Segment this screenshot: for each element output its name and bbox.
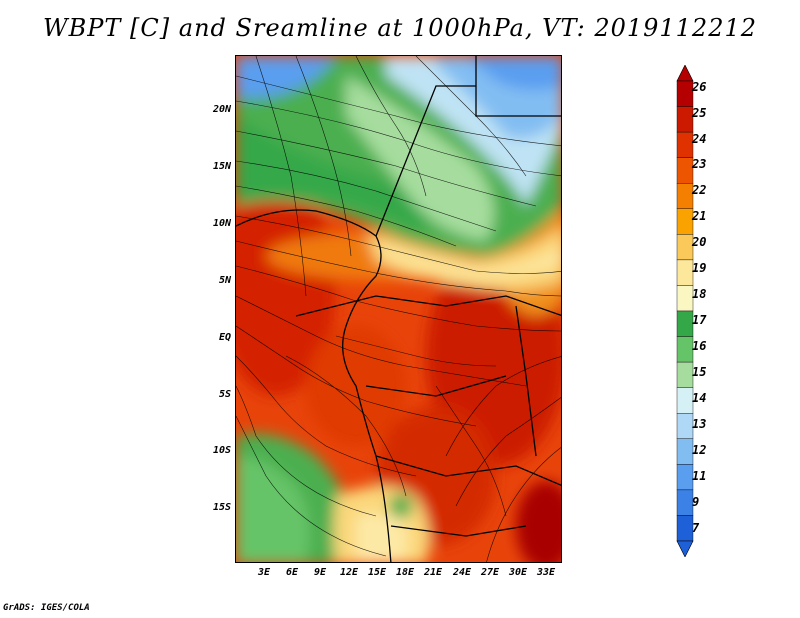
colorbar-label: 25 [692, 106, 707, 120]
colorbar-segment [676, 489, 694, 516]
lat-label: 20N [212, 104, 231, 115]
colorbar-label: 24 [692, 132, 707, 146]
colorbar-label: 15 [692, 365, 707, 379]
colorbar-segment [676, 413, 694, 439]
colorbar-label: 18 [692, 287, 707, 301]
lat-label: EQ [218, 332, 231, 343]
colorbar-label: 17 [692, 313, 707, 327]
lat-label: 15N [212, 161, 231, 172]
colorbar-segment [676, 106, 694, 133]
country-borders [236, 56, 561, 562]
lat-label: 5N [218, 275, 231, 286]
lon-label: 24E [452, 567, 472, 578]
colorbar-segment [676, 208, 694, 235]
colorbar-label: 9 [692, 495, 700, 509]
streamlines [236, 56, 561, 562]
colorbar-segment [676, 234, 694, 261]
colorbar-segment [676, 515, 694, 542]
colorbar-segment [676, 438, 694, 465]
map-title: WBPT [C] and Sreamline at 1000hPa, VT: 2… [42, 14, 758, 42]
colorbar-segment [676, 285, 694, 312]
colorbar-segment [676, 310, 694, 337]
colorbar-label: 16 [692, 339, 707, 353]
lat-label: 10S [212, 445, 231, 456]
wbpt-field-map [236, 56, 561, 562]
colorbar-segment [676, 80, 694, 107]
lon-label: 9E [313, 567, 327, 578]
colorbar-bottom-arrow [676, 540, 694, 557]
wbpt-shading [236, 56, 561, 562]
colorbar-segment [676, 157, 694, 184]
map-panel [235, 55, 562, 563]
credit-text: GrADS: IGES/COLA [3, 603, 90, 613]
colorbar-label: 12 [692, 443, 707, 457]
lon-label: 12E [339, 567, 359, 578]
lon-label: 3E [257, 567, 271, 578]
colorbar-label: 21 [692, 209, 707, 223]
lon-label: 15E [367, 567, 387, 578]
colorbar-label: 13 [692, 417, 707, 431]
colorbar-label: 14 [692, 391, 707, 405]
lon-label: 6E [285, 567, 299, 578]
colorbar-segment [676, 387, 694, 414]
lon-label: 27E [480, 567, 500, 578]
colorbar-segment [676, 131, 694, 158]
colorbar-label: 26 [692, 80, 707, 94]
lon-label: 33E [536, 567, 556, 578]
lat-label: 5S [218, 389, 231, 400]
colorbar-label: 19 [692, 261, 707, 275]
colorbar-label: 23 [692, 157, 707, 171]
colorbar [676, 65, 694, 557]
lat-label: 10N [212, 218, 231, 229]
colorbar-label: 22 [692, 183, 707, 197]
lat-label: 15S [212, 502, 231, 513]
lon-label: 30E [508, 567, 528, 578]
lon-label: 21E [423, 567, 443, 578]
colorbar-segment [676, 183, 694, 209]
colorbar-top-arrow [676, 65, 694, 82]
colorbar-segment [676, 336, 694, 363]
lon-label: 18E [395, 567, 415, 578]
colorbar-label: 20 [692, 235, 707, 249]
colorbar-segment [676, 361, 694, 388]
colorbar-segment [676, 464, 694, 491]
colorbar-label: 7 [692, 521, 700, 535]
colorbar-segments [676, 65, 694, 557]
colorbar-segment [676, 259, 694, 286]
colorbar-label: 11 [692, 469, 707, 483]
